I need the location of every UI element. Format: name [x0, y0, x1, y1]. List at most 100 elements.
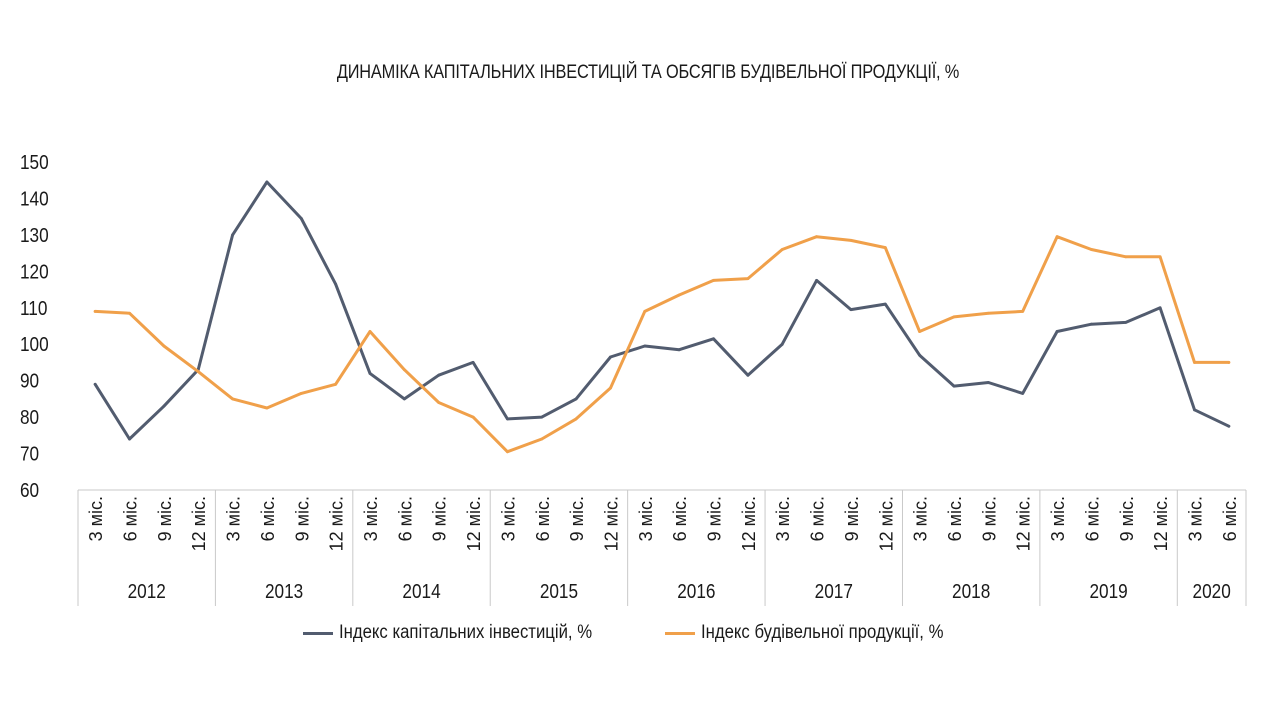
- legend-swatch-investments: [303, 631, 333, 635]
- x-axis-ticks: 3 міс. 6 міс. 9 міс. 12 міс. 3 міс. 6 міс. 9 м…: [86, 496, 1240, 602]
- data-point: [231, 397, 234, 401]
- x-tick-label: 12 міс.: [464, 496, 484, 551]
- data-point: [815, 235, 818, 239]
- data-point: [986, 311, 990, 315]
- x-tick-label: 12 міс.: [876, 496, 896, 551]
- legend-item-investments: Індекс капітальних інвестицій, %: [303, 622, 627, 644]
- x-tick-label: 6 міс.: [533, 496, 553, 541]
- legend-label-construction: Індекс будівельної продукції, %: [701, 622, 944, 643]
- x-tick-label: 12 міс.: [189, 496, 209, 551]
- data-point: [1227, 424, 1231, 428]
- y-tick-label: 120: [20, 260, 49, 283]
- data-point: [609, 355, 612, 359]
- data-point: [1124, 320, 1128, 324]
- legend-item-construction: Індекс будівельної продукції, %: [665, 622, 977, 644]
- data-point: [746, 277, 750, 281]
- y-tick-label: 130: [20, 224, 49, 247]
- data-point: [128, 437, 131, 441]
- y-tick-label: 60: [20, 479, 39, 502]
- x-year-label: 2018: [952, 580, 990, 603]
- x-tick-label: 3 міс.: [636, 496, 656, 541]
- x-tick-label: 3 міс.: [1048, 496, 1068, 541]
- data-point: [471, 361, 475, 364]
- data-point: [780, 248, 784, 251]
- data-point: [93, 310, 97, 313]
- data-point: [918, 330, 922, 333]
- y-tick-label: 140: [20, 187, 49, 210]
- data-point: [574, 397, 578, 401]
- data-point: [299, 217, 303, 220]
- data-point: [952, 384, 956, 388]
- data-point: [883, 246, 887, 250]
- data-point: [815, 279, 818, 282]
- x-tick-label: 9 міс.: [292, 496, 312, 541]
- data-point: [93, 382, 97, 386]
- x-tick-label: 12 міс.: [739, 496, 759, 551]
- data-point: [746, 373, 750, 377]
- data-point: [952, 315, 956, 319]
- data-point: [677, 293, 681, 297]
- data-point: [231, 233, 234, 237]
- data-point: [1227, 361, 1231, 364]
- data-point: [128, 311, 131, 315]
- data-point: [712, 279, 715, 282]
- x-tick-label: 6 міс.: [808, 496, 828, 541]
- data-point: [334, 282, 338, 286]
- x-tick-label: 9 міс.: [567, 496, 587, 541]
- x-year-label: 2020: [1193, 580, 1231, 603]
- data-point: [1090, 322, 1093, 326]
- data-point: [506, 417, 509, 421]
- data-point: [1193, 361, 1196, 364]
- data-point: [506, 450, 509, 454]
- x-tick-label: 3 міс.: [911, 496, 931, 541]
- legend-label-investments: Індекс капітальних інвестицій, %: [339, 622, 593, 643]
- data-point: [918, 353, 922, 357]
- x-tick-label: 6 міс.: [670, 496, 690, 541]
- x-tick-label: 9 міс.: [842, 496, 862, 541]
- x-tick-label: 9 міс.: [705, 496, 725, 541]
- x-tick-label: 6 міс.: [1220, 496, 1240, 541]
- data-point: [437, 401, 441, 404]
- x-tick-label: 9 міс.: [979, 496, 999, 541]
- data-point: [368, 330, 372, 333]
- chart-title: ДИНАМІКА КАПІТАЛЬНИХ ІНВЕСТИЦІЙ ТА ОБСЯГ…: [336, 62, 960, 83]
- x-tick-label: 12 міс.: [1151, 496, 1171, 551]
- y-tick-label: 100: [20, 333, 49, 356]
- x-tick-label: 12 міс.: [327, 496, 347, 551]
- series-line-construction: [93, 235, 1231, 454]
- data-point: [1055, 235, 1059, 239]
- x-tick-label: 9 міс.: [1117, 496, 1137, 541]
- data-point: [162, 404, 166, 408]
- data-point: [849, 308, 853, 311]
- data-point: [1158, 255, 1162, 259]
- data-point: [677, 348, 681, 352]
- data-point: [540, 437, 544, 441]
- axes: [77, 489, 1247, 606]
- data-point: [643, 344, 647, 348]
- x-tick-label: 3 міс.: [361, 496, 381, 541]
- x-tick-label: 6 міс.: [945, 496, 965, 541]
- x-tick-label: 3 міс.: [1185, 496, 1205, 541]
- x-tick-label: 9 міс.: [155, 496, 175, 541]
- series-points-investments: [93, 180, 1231, 441]
- data-point: [368, 371, 372, 375]
- data-point: [609, 386, 612, 390]
- data-point: [574, 417, 578, 421]
- x-tick-label: 6 міс.: [258, 496, 278, 541]
- y-tick-label: 70: [20, 442, 39, 465]
- y-tick-label: 80: [20, 406, 39, 429]
- series-lines: [93, 180, 1231, 454]
- legend-swatch-construction: [665, 631, 695, 635]
- data-point: [299, 392, 303, 395]
- x-year-label: 2017: [815, 580, 853, 603]
- data-point: [849, 238, 853, 242]
- y-tick-label: 90: [20, 369, 39, 392]
- data-point: [1021, 310, 1025, 313]
- data-point: [437, 373, 441, 377]
- data-point: [1158, 306, 1162, 310]
- data-point: [712, 337, 715, 341]
- data-point: [540, 415, 544, 419]
- data-point: [1193, 408, 1196, 412]
- data-point: [162, 344, 166, 348]
